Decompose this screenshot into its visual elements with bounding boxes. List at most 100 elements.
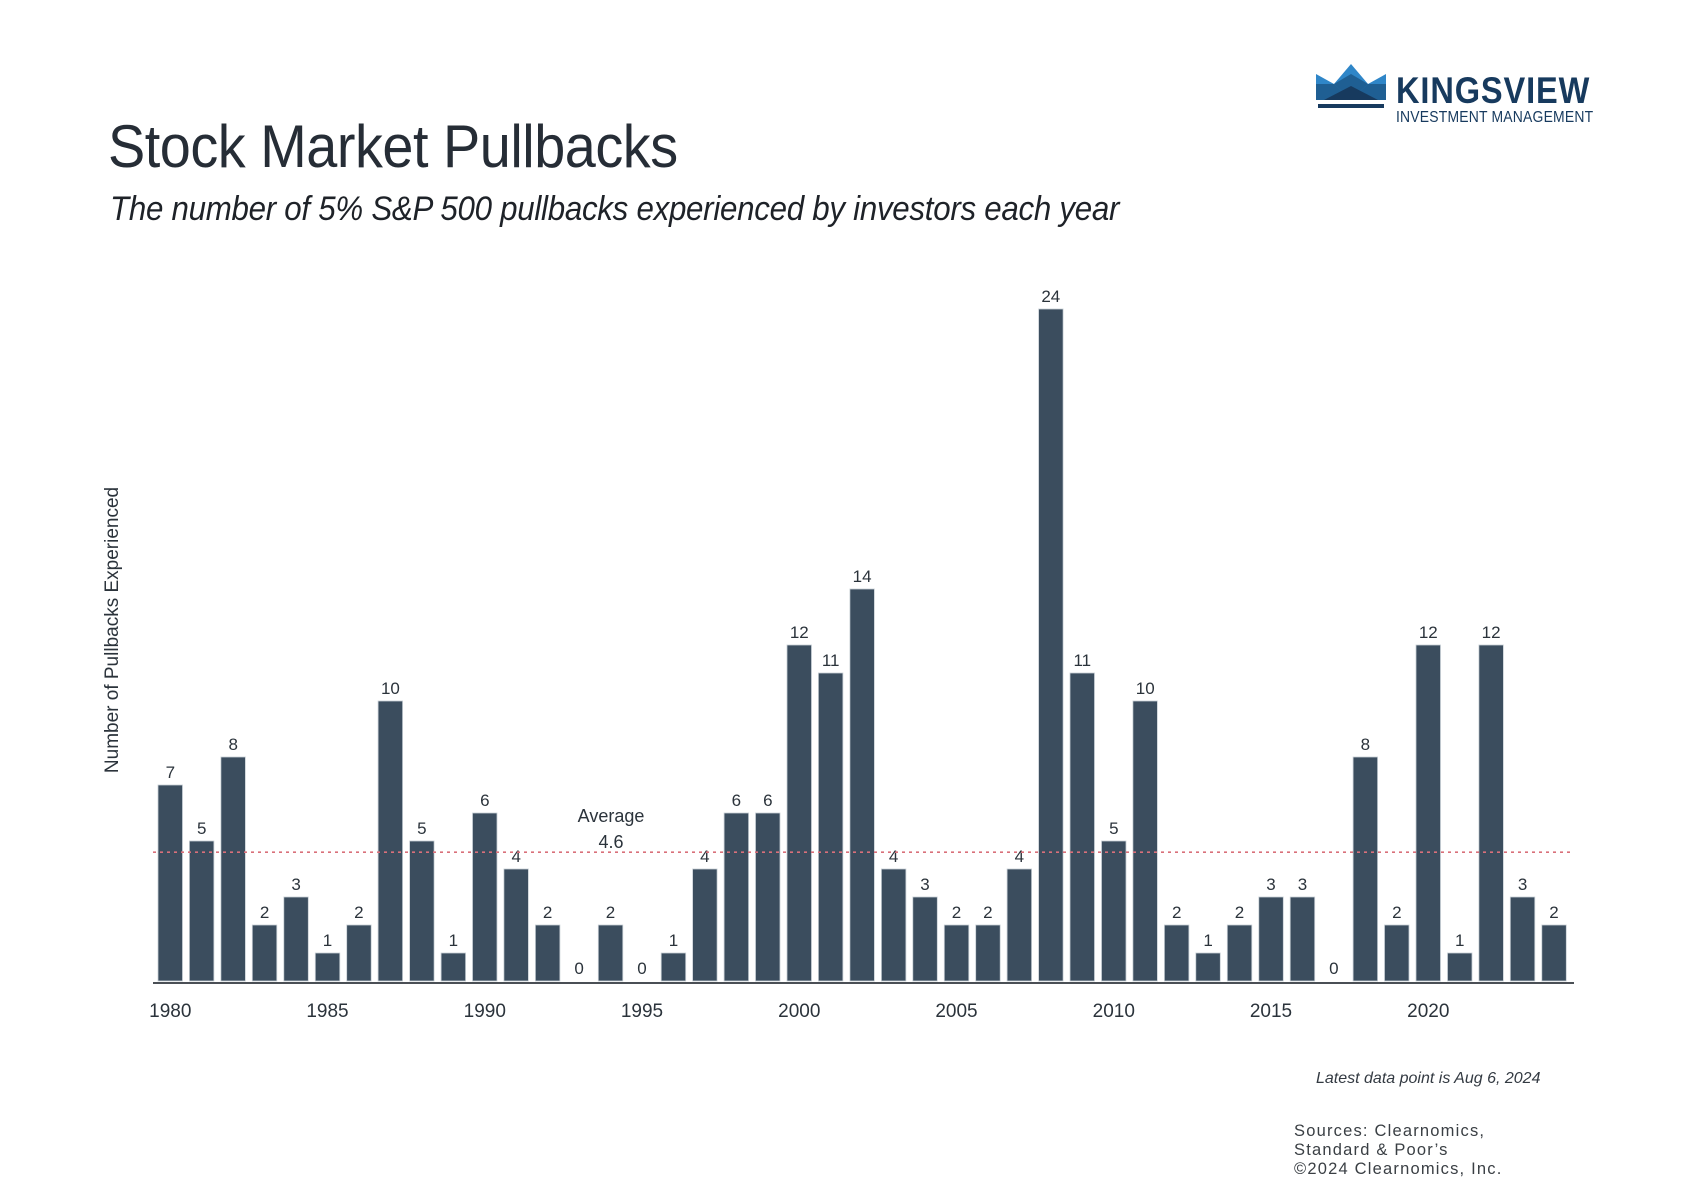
bar-2006 — [975, 924, 1001, 982]
bar-2015 — [1258, 896, 1284, 982]
data-label-1998: 6 — [732, 791, 741, 810]
bar-2000 — [786, 644, 812, 982]
bar-2001 — [818, 672, 844, 982]
data-label-1992: 2 — [543, 903, 552, 922]
data-label-2003: 4 — [889, 847, 898, 866]
bar-1981 — [188, 840, 215, 982]
data-label-2018: 8 — [1361, 735, 1370, 754]
bar-1986 — [346, 924, 372, 982]
data-label-2005: 2 — [952, 903, 961, 922]
bar-1992 — [535, 924, 561, 982]
bar-2010 — [1101, 840, 1127, 982]
bar-2008 — [1038, 308, 1064, 982]
logo-tagline: INVESTMENT MANAGEMENT — [1396, 109, 1594, 126]
bar-2019 — [1384, 924, 1410, 982]
bar-1991 — [503, 868, 529, 982]
bar-1985 — [314, 952, 341, 982]
bar-2018 — [1352, 756, 1378, 982]
data-label-1999: 6 — [763, 791, 772, 810]
data-label-2015: 3 — [1266, 875, 1275, 894]
sources: Sources: Clearnomics, Standard & Poor’s … — [1294, 1122, 1503, 1179]
data-label-1997: 4 — [700, 847, 709, 866]
x-tick-label-2010: 2010 — [1093, 1001, 1135, 1022]
bar-2004 — [912, 896, 938, 982]
bar-1999 — [755, 812, 781, 982]
data-label-2002: 14 — [853, 567, 872, 586]
data-label-2022: 12 — [1482, 623, 1501, 642]
chart-subtitle: The number of 5% S&P 500 pullbacks exper… — [110, 190, 1120, 228]
source-line: Sources: Clearnomics, — [1294, 1122, 1486, 1140]
x-tick-label-1995: 1995 — [621, 1001, 663, 1022]
bar-2005 — [943, 924, 970, 982]
data-label-2012: 2 — [1172, 903, 1181, 922]
data-label-2013: 1 — [1203, 931, 1212, 950]
data-label-2023: 3 — [1518, 875, 1527, 894]
x-tick-label-2000: 2000 — [778, 1001, 820, 1022]
x-tick-label-1985: 1985 — [306, 1001, 348, 1022]
data-label-1990: 6 — [480, 791, 489, 810]
bar-1997 — [692, 868, 718, 982]
data-label-1987: 10 — [381, 679, 400, 698]
kingsview-logo: KINGSVIEW INVESTMENT MANAGEMENT — [1314, 60, 1614, 130]
data-label-2024: 2 — [1549, 903, 1558, 922]
x-tick-label-2015: 2015 — [1250, 1001, 1292, 1022]
bar-2009 — [1069, 672, 1095, 982]
data-label-2021: 1 — [1455, 931, 1464, 950]
bar-2023 — [1509, 896, 1536, 982]
data-label-2008: 24 — [1041, 287, 1060, 306]
x-tick-label-2020: 2020 — [1407, 1001, 1449, 1022]
data-label-1995: 0 — [637, 959, 646, 978]
data-label-2004: 3 — [920, 875, 929, 894]
bar-1994 — [597, 924, 624, 982]
x-tick-label-1980: 1980 — [149, 1001, 191, 1022]
bar-1983 — [251, 924, 278, 982]
latest-data-note: Latest data point is Aug 6, 2024 — [1316, 1070, 1541, 1087]
data-label-2007: 4 — [1015, 847, 1024, 866]
data-label-2009: 11 — [1073, 651, 1091, 670]
bar-1988 — [409, 840, 435, 982]
data-label-2016: 3 — [1298, 875, 1307, 894]
data-label-2014: 2 — [1235, 903, 1244, 922]
average-label: Average — [578, 806, 645, 826]
data-label-1996: 1 — [669, 931, 678, 950]
data-label-2011: 10 — [1136, 679, 1155, 698]
data-label-2010: 5 — [1109, 819, 1118, 838]
bar-2020 — [1415, 644, 1441, 982]
bar-2002 — [849, 588, 875, 982]
bar-2024 — [1541, 924, 1567, 982]
bar-1996 — [660, 952, 687, 982]
data-label-1994: 2 — [606, 903, 615, 922]
x-tick-label-1990: 1990 — [464, 1001, 506, 1022]
data-label-1980: 7 — [166, 763, 175, 782]
data-label-1984: 3 — [291, 875, 300, 894]
data-label-2000: 12 — [790, 623, 809, 642]
source-line: Standard & Poor’s — [1294, 1141, 1449, 1159]
bar-2011 — [1132, 700, 1158, 982]
bar-1980 — [157, 784, 183, 982]
bar-2021 — [1447, 952, 1473, 982]
data-label-1993: 0 — [574, 959, 583, 978]
bar-1982 — [220, 756, 246, 982]
bar-1998 — [723, 812, 749, 982]
data-label-1989: 1 — [449, 931, 458, 950]
bar-2003 — [881, 868, 907, 982]
bar-2012 — [1164, 924, 1190, 982]
bar-2016 — [1289, 896, 1316, 982]
x-tick-label-2005: 2005 — [935, 1001, 977, 1022]
bar-2014 — [1226, 924, 1253, 982]
bar-1984 — [283, 896, 309, 982]
bar-1990 — [472, 812, 498, 982]
data-label-2006: 2 — [983, 903, 992, 922]
crown-icon — [1316, 64, 1386, 108]
data-label-2017: 0 — [1329, 959, 1338, 978]
data-label-2020: 12 — [1419, 623, 1438, 642]
chart-title: Stock Market Pullbacks — [108, 113, 678, 180]
copyright-line: ©2024 Clearnomics, Inc. — [1294, 1160, 1503, 1178]
data-label-1982: 8 — [228, 735, 237, 754]
data-label-1983: 2 — [260, 903, 269, 922]
data-label-2001: 11 — [822, 651, 840, 670]
data-label-1985: 1 — [323, 931, 332, 950]
average-value: 4.6 — [598, 832, 623, 852]
data-label-1981: 5 — [197, 819, 206, 838]
